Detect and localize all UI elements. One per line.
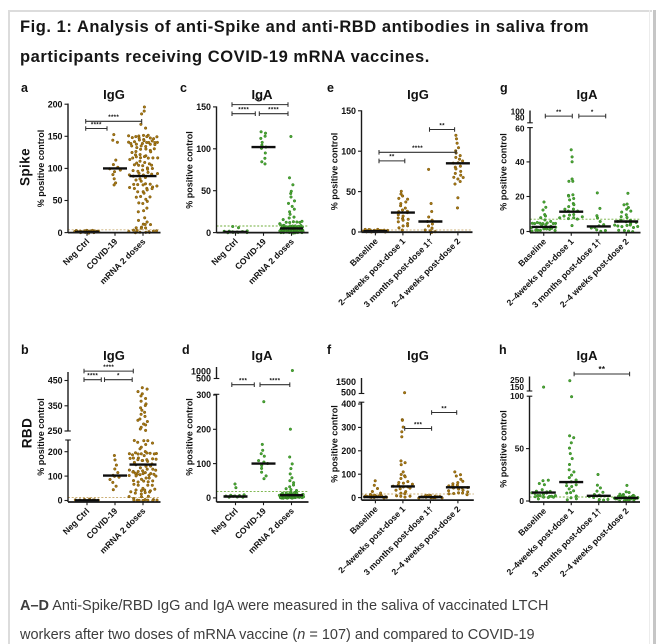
svg-text:40: 40 (515, 157, 525, 167)
svg-text:*: * (591, 109, 594, 116)
svg-text:0: 0 (58, 228, 63, 238)
svg-text:***: *** (239, 378, 247, 385)
svg-text:*: * (117, 373, 120, 380)
svg-text:a: a (21, 81, 29, 95)
svg-text:IgG: IgG (103, 348, 125, 363)
svg-text:% positive control: % positive control (185, 131, 195, 209)
svg-text:IgA: IgA (577, 348, 599, 363)
svg-text:c: c (180, 81, 187, 95)
svg-text:% positive control: % positive control (185, 398, 195, 476)
svg-text:0: 0 (206, 228, 211, 238)
svg-text:h: h (499, 343, 507, 357)
svg-text:Spike: Spike (18, 148, 33, 186)
svg-text:f: f (327, 343, 332, 357)
svg-text:RBD: RBD (20, 418, 35, 448)
svg-text:****: **** (91, 121, 102, 128)
svg-text:**: ** (389, 154, 395, 161)
svg-text:****: **** (238, 107, 249, 114)
svg-text:100: 100 (48, 164, 63, 174)
svg-text:**: ** (439, 122, 445, 129)
svg-text:20: 20 (515, 192, 525, 202)
svg-text:****: **** (108, 114, 119, 121)
svg-text:100: 100 (48, 471, 63, 481)
svg-text:50: 50 (346, 187, 356, 197)
svg-text:****: **** (268, 107, 279, 114)
svg-text:% positive control: % positive control (36, 398, 46, 476)
svg-text:400: 400 (341, 399, 356, 409)
svg-text:250: 250 (510, 375, 524, 385)
svg-text:450: 450 (48, 376, 63, 386)
svg-text:100: 100 (341, 469, 356, 479)
svg-text:500: 500 (196, 373, 211, 383)
svg-text:% positive control: % positive control (499, 410, 509, 488)
svg-text:150: 150 (510, 382, 524, 392)
svg-text:60: 60 (515, 124, 525, 134)
svg-text:0: 0 (351, 227, 356, 237)
svg-text:IgG: IgG (103, 87, 125, 102)
svg-text:200: 200 (48, 447, 63, 457)
svg-text:50: 50 (515, 444, 525, 454)
svg-text:200: 200 (48, 99, 63, 109)
svg-text:100: 100 (511, 107, 525, 117)
svg-text:IgG: IgG (407, 87, 429, 102)
svg-text:****: **** (269, 378, 280, 385)
svg-text:0: 0 (206, 493, 211, 503)
svg-text:200: 200 (341, 446, 356, 456)
svg-text:**: ** (556, 109, 562, 116)
svg-text:50: 50 (201, 186, 211, 196)
svg-text:****: **** (255, 97, 266, 104)
svg-text:****: **** (87, 373, 98, 380)
svg-text:500: 500 (341, 388, 356, 398)
svg-text:IgA: IgA (252, 87, 274, 102)
svg-text:150: 150 (341, 106, 356, 116)
svg-text:% positive control: % positive control (330, 405, 340, 483)
svg-text:IgA: IgA (252, 348, 274, 363)
svg-text:100: 100 (510, 391, 524, 401)
svg-text:50: 50 (53, 196, 63, 206)
svg-text:g: g (500, 81, 508, 95)
svg-text:0: 0 (351, 493, 356, 503)
svg-text:0: 0 (520, 227, 525, 237)
svg-text:300: 300 (341, 423, 356, 433)
svg-text:80: 80 (515, 113, 525, 123)
svg-text:0: 0 (58, 496, 63, 506)
svg-text:1500: 1500 (336, 377, 356, 387)
svg-text:% positive control: % positive control (36, 130, 46, 208)
svg-text:% positive control: % positive control (499, 133, 509, 211)
svg-text:**: ** (441, 405, 447, 412)
svg-text:350: 350 (48, 401, 63, 411)
svg-text:100: 100 (341, 146, 356, 156)
svg-text:100: 100 (196, 144, 211, 154)
svg-text:IgG: IgG (407, 348, 429, 363)
svg-text:***: *** (414, 421, 422, 428)
svg-text:% positive control: % positive control (330, 133, 340, 211)
svg-text:e: e (327, 81, 334, 95)
svg-text:0: 0 (519, 496, 524, 506)
svg-text:100: 100 (196, 459, 211, 469)
svg-text:****: **** (103, 364, 114, 371)
svg-text:d: d (182, 343, 190, 357)
svg-text:IgA: IgA (577, 87, 599, 102)
svg-text:200: 200 (196, 425, 211, 435)
svg-text:150: 150 (196, 102, 211, 112)
svg-text:****: **** (412, 145, 423, 152)
svg-text:b: b (21, 343, 29, 357)
svg-text:1000: 1000 (191, 366, 211, 376)
svg-text:150: 150 (48, 132, 63, 142)
svg-text:**: ** (598, 365, 605, 374)
svg-text:250: 250 (47, 426, 62, 436)
svg-text:300: 300 (196, 390, 211, 400)
